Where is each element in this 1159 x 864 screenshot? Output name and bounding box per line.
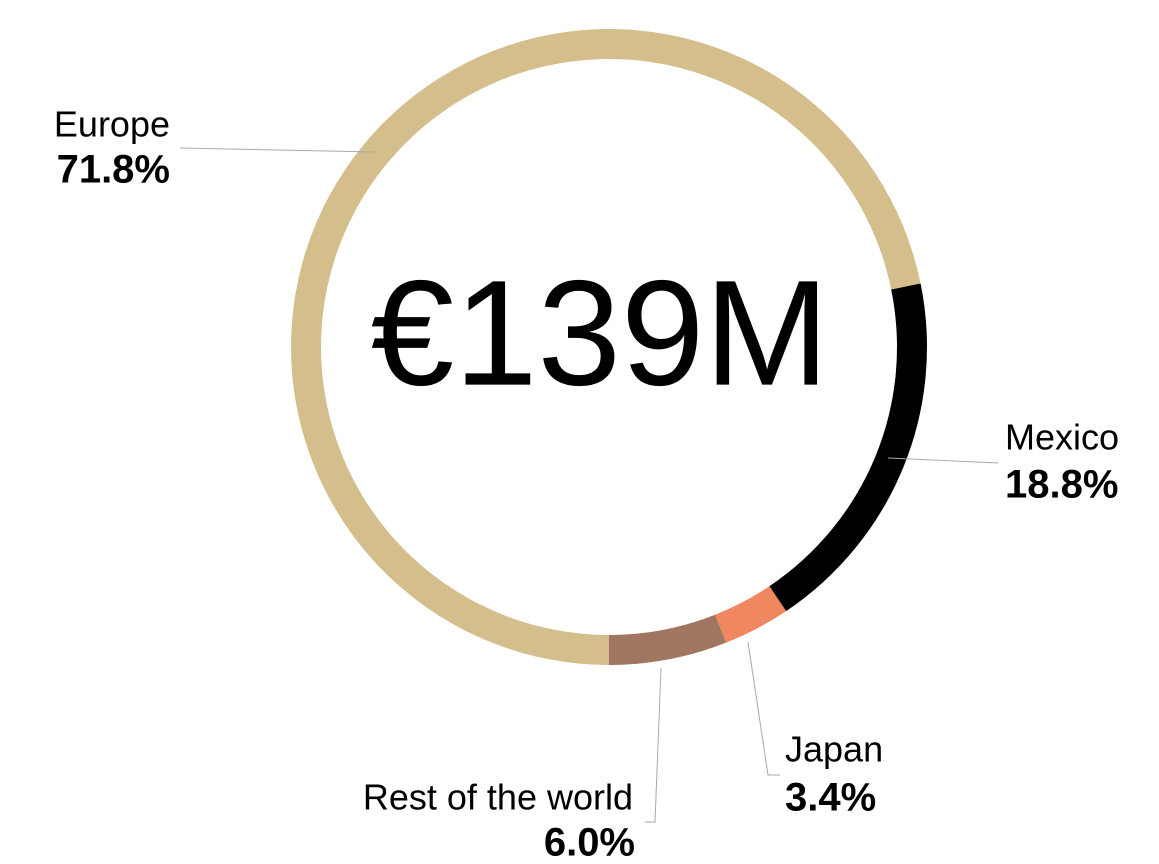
slice-value: 3.4% [785, 776, 876, 820]
slice-value: 18.8% [1005, 463, 1118, 507]
slice-name: Japan [785, 729, 883, 770]
leader-line [887, 457, 999, 464]
leader-line [179, 147, 376, 153]
donut-segment [609, 614, 727, 665]
slice-name: Mexico [1005, 417, 1119, 458]
center-label: €139M [371, 249, 830, 417]
slice-name: Europe [54, 104, 170, 145]
slice-value: 6.0% [544, 821, 635, 864]
donut-segment [769, 283, 928, 612]
slice-name: Rest of the world [363, 777, 633, 818]
donut-segment [715, 586, 787, 643]
leader-line [747, 641, 780, 776]
slice-value: 71.8% [57, 148, 170, 192]
leader-line [645, 667, 662, 823]
